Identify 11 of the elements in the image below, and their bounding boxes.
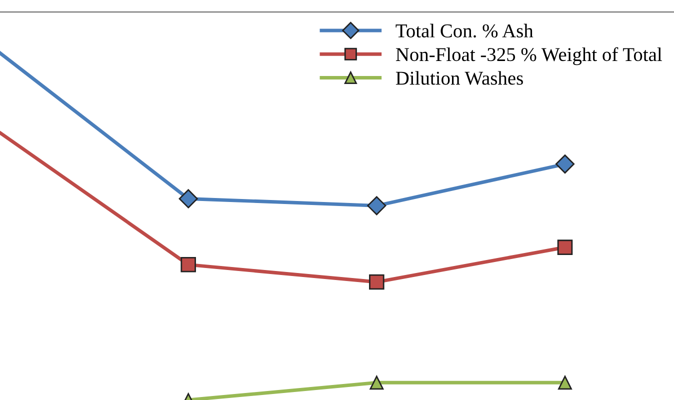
point [555, 154, 575, 174]
point [558, 376, 572, 390]
legend-label: Non-Float -325 % Weight of Total [396, 47, 662, 66]
point [178, 189, 198, 208]
point [367, 196, 386, 216]
point [180, 257, 196, 272]
point [557, 240, 573, 255]
legend-label: Total Con. % Ash [396, 24, 534, 38]
point [370, 376, 384, 390]
legend-label: Dilution Washes [396, 71, 523, 85]
point [369, 274, 384, 290]
